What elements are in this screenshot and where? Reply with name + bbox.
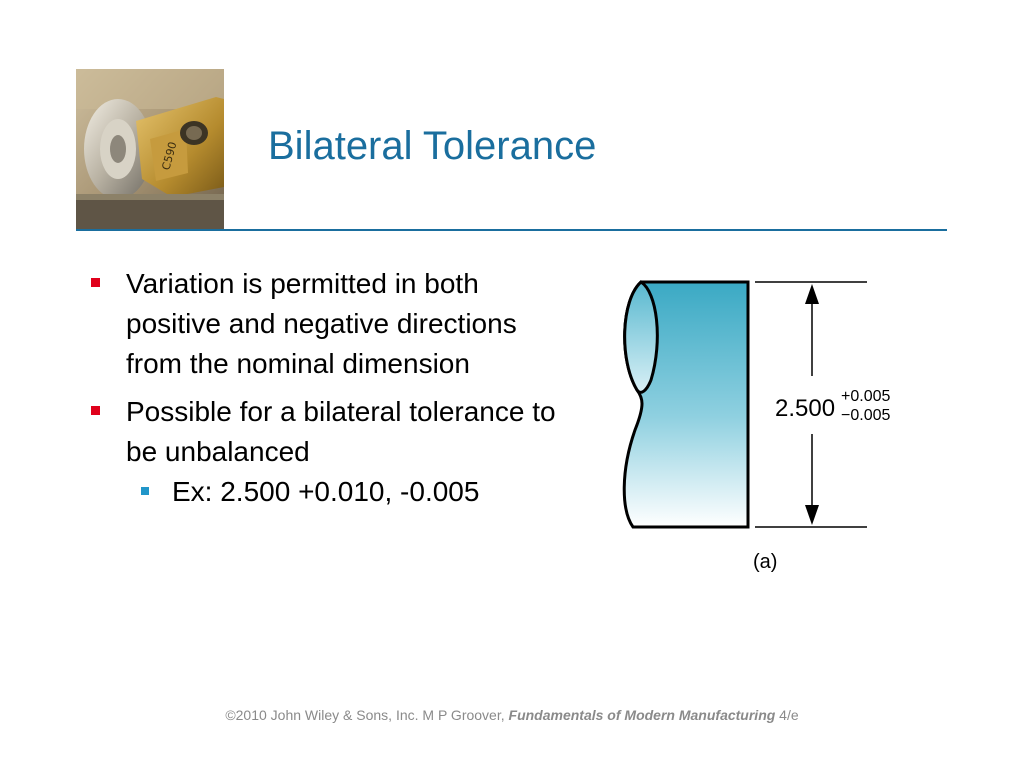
part-break-end <box>623 280 659 394</box>
sub-bullet-text: Ex: 2.500 +0.010, -0.005 <box>172 476 480 507</box>
figure-caption: (a) <box>753 551 777 573</box>
bullet-square-icon <box>91 406 100 415</box>
title-divider <box>76 229 947 231</box>
bullet-item: Possible for a bilateral tolerance to be… <box>88 392 578 512</box>
arrow-down-icon <box>805 505 819 525</box>
footer-edition: 4/e <box>775 707 799 723</box>
sub-bullet-list: Ex: 2.500 +0.010, -0.005 <box>126 472 578 512</box>
bullet-text: Variation is permitted in both positive … <box>126 268 517 379</box>
tolerance-figure: 2.500 +0.005 −0.005 (a) <box>615 270 935 580</box>
bullet-item: Variation is permitted in both positive … <box>88 264 578 384</box>
machining-tool-photo-image: C590 <box>76 69 224 229</box>
bullet-list: Variation is permitted in both positive … <box>88 264 578 520</box>
footer-copyright: ©2010 John Wiley & Sons, Inc. M P Groove… <box>225 707 509 723</box>
upper-tolerance: +0.005 <box>841 388 890 405</box>
machining-tool-photo: C590 <box>76 69 224 229</box>
slide-title: Bilateral Tolerance <box>268 124 597 168</box>
dimension-value: 2.500 <box>775 395 835 422</box>
bullet-text: Possible for a bilateral tolerance to be… <box>126 396 556 467</box>
slide-footer: ©2010 John Wiley & Sons, Inc. M P Groove… <box>0 707 1024 723</box>
sub-bullet-square-icon <box>141 487 149 495</box>
tolerance-diagram: 2.500 +0.005 −0.005 (a) <box>622 280 890 573</box>
arrow-up-icon <box>805 284 819 304</box>
sub-bullet-item: Ex: 2.500 +0.010, -0.005 <box>126 472 578 512</box>
lower-tolerance: −0.005 <box>841 407 890 424</box>
footer-book-title: Fundamentals of Modern Manufacturing <box>508 707 776 723</box>
bullet-square-icon <box>91 278 100 287</box>
